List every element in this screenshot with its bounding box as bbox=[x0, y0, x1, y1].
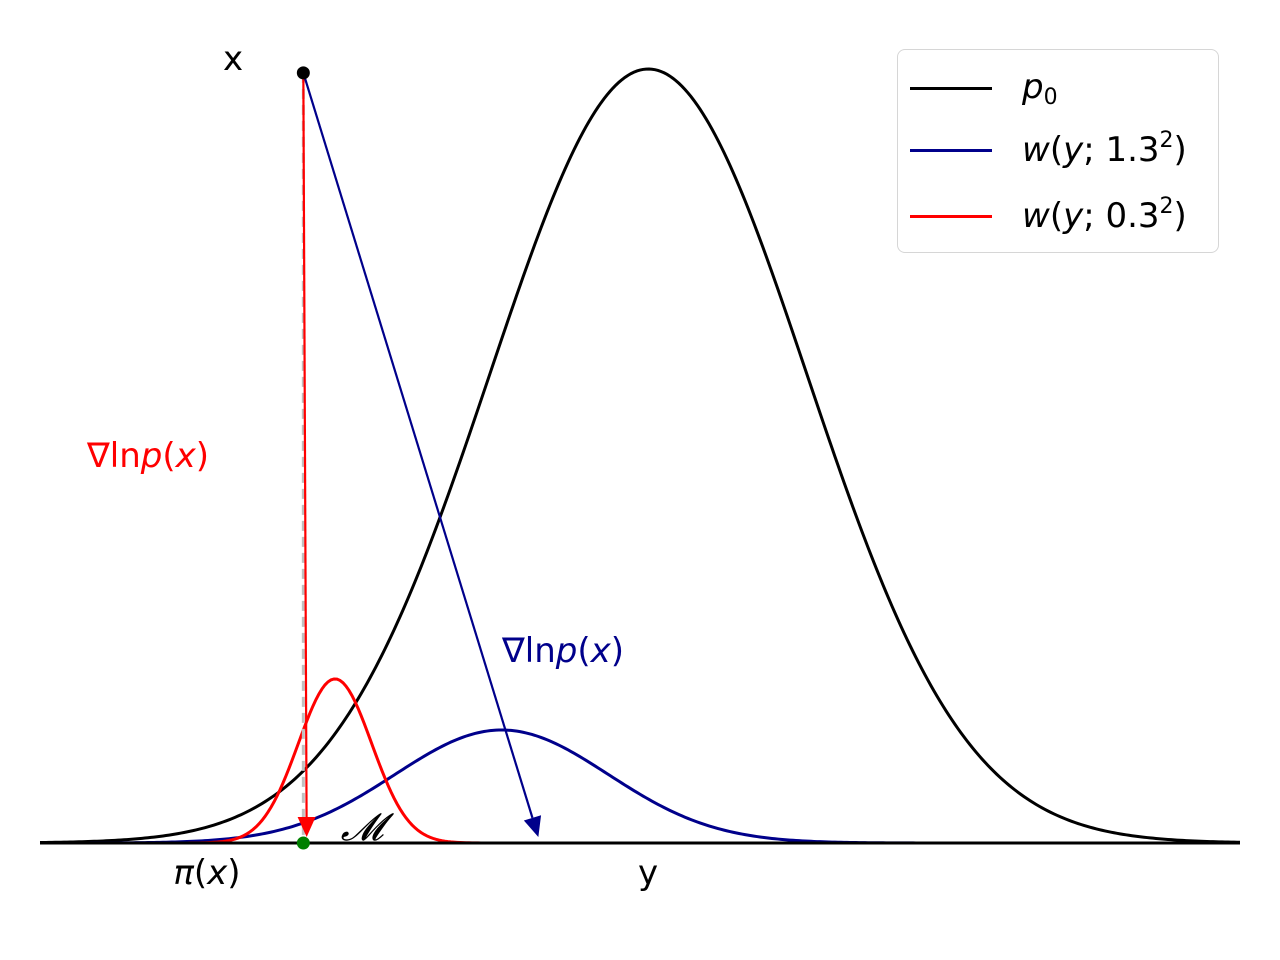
gradient-label-red: ∇lnp(x) bbox=[86, 436, 209, 476]
series-line-0 bbox=[39, 67, 1241, 845]
legend-swatch-w-0-3 bbox=[910, 214, 992, 218]
points-layer bbox=[296, 66, 310, 850]
legend-item-w-1-3: w(y; 1.32) bbox=[910, 130, 1187, 170]
gradient-arrow-shaft-1 bbox=[302, 72, 534, 819]
legend-swatch-w-1-3 bbox=[910, 148, 992, 152]
gradient-arrow-head-0 bbox=[297, 816, 316, 837]
legend: p0 w(y; 1.32) w(y; 0.32) bbox=[897, 49, 1219, 253]
gradient-arrow-head-1 bbox=[523, 815, 542, 837]
legend-swatch-p0 bbox=[910, 86, 992, 90]
gradient-label-blue: ∇lnp(x) bbox=[501, 631, 624, 671]
point-x-label: x bbox=[223, 39, 243, 79]
legend-item-p0: p0 bbox=[910, 66, 1058, 110]
legend-label-p0: p0 bbox=[1022, 66, 1058, 110]
gradient-arrow-shaft-0 bbox=[302, 72, 308, 818]
legend-label-w-0-3: w(y; 0.32) bbox=[1022, 194, 1187, 237]
legend-label-w-1-3: w(y; 1.32) bbox=[1022, 128, 1187, 171]
x-axis-label: y bbox=[638, 853, 658, 893]
projection-label: π(x) bbox=[173, 853, 240, 893]
data-point-0 bbox=[296, 66, 310, 80]
legend-item-w-0-3: w(y; 0.32) bbox=[910, 196, 1187, 236]
series-line-2 bbox=[40, 677, 1240, 845]
series-line-1 bbox=[40, 728, 1240, 845]
data-point-1 bbox=[296, 836, 310, 850]
arrows-layer bbox=[297, 72, 542, 837]
